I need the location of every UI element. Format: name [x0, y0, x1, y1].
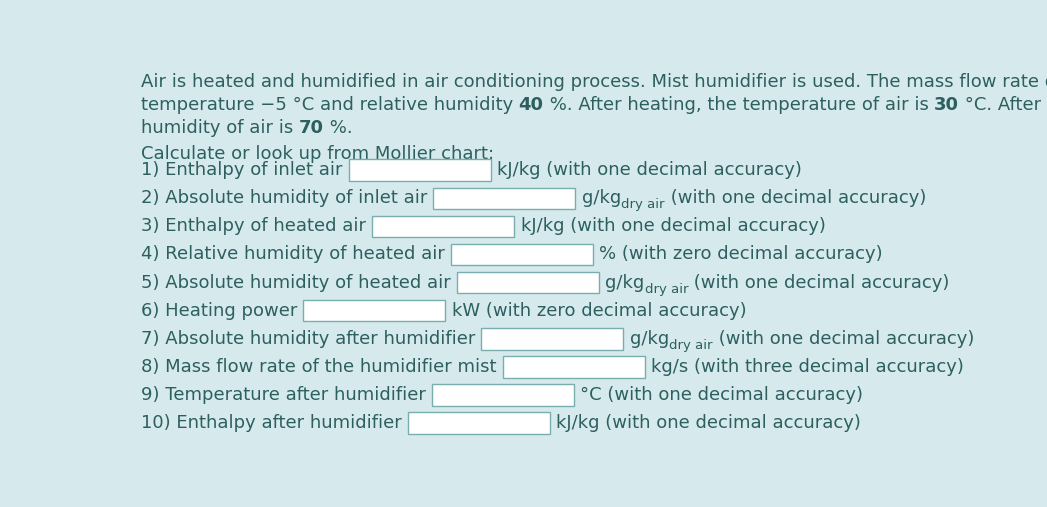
FancyBboxPatch shape [349, 159, 491, 181]
Text: %. After heating, the temperature of air is: %. After heating, the temperature of air… [543, 96, 934, 114]
Text: dry air: dry air [669, 339, 713, 352]
Text: dry air: dry air [645, 283, 688, 296]
FancyBboxPatch shape [503, 356, 645, 378]
Text: 1) Enthalpy of inlet air: 1) Enthalpy of inlet air [140, 161, 342, 179]
Text: 9) Temperature after humidifier: 9) Temperature after humidifier [140, 386, 425, 404]
Text: g/kg: g/kg [582, 189, 621, 207]
Text: temperature −5 °C and relative humidity: temperature −5 °C and relative humidity [140, 96, 518, 114]
Text: 8) Mass flow rate of the humidifier mist: 8) Mass flow rate of the humidifier mist [140, 358, 496, 376]
FancyBboxPatch shape [433, 188, 576, 209]
Text: 10) Enthalpy after humidifier: 10) Enthalpy after humidifier [140, 414, 401, 432]
FancyBboxPatch shape [482, 328, 623, 349]
Text: 2) Absolute humidity of inlet air: 2) Absolute humidity of inlet air [140, 189, 427, 207]
Text: % (with zero decimal accuracy): % (with zero decimal accuracy) [600, 245, 883, 264]
Text: 6) Heating power: 6) Heating power [140, 302, 297, 320]
Text: kW (with zero decimal accuracy): kW (with zero decimal accuracy) [452, 302, 747, 320]
Text: kJ/kg (with one decimal accuracy): kJ/kg (with one decimal accuracy) [520, 218, 825, 235]
Text: 5) Absolute humidity of heated air: 5) Absolute humidity of heated air [140, 274, 450, 292]
FancyBboxPatch shape [372, 215, 514, 237]
Text: 7) Absolute humidity after humidifier: 7) Absolute humidity after humidifier [140, 330, 475, 348]
Text: (with one decimal accuracy): (with one decimal accuracy) [713, 330, 974, 348]
FancyBboxPatch shape [408, 412, 550, 434]
Text: Air is heated and humidified in air conditioning process. Mist humidifier is use: Air is heated and humidified in air cond… [140, 73, 1047, 91]
Text: humidity of air is: humidity of air is [140, 119, 298, 137]
Text: °C. After mist humidifier, the relative: °C. After mist humidifier, the relative [959, 96, 1047, 114]
Text: °C (with one decimal accuracy): °C (with one decimal accuracy) [580, 386, 864, 404]
FancyBboxPatch shape [304, 300, 445, 321]
Text: (with one decimal accuracy): (with one decimal accuracy) [665, 189, 927, 207]
Text: dry air: dry air [621, 198, 665, 211]
Text: (with one decimal accuracy): (with one decimal accuracy) [688, 274, 950, 292]
FancyBboxPatch shape [451, 244, 593, 265]
Text: 30: 30 [934, 96, 959, 114]
FancyBboxPatch shape [456, 272, 599, 294]
Text: 3) Enthalpy of heated air: 3) Enthalpy of heated air [140, 218, 365, 235]
Text: %.: %. [324, 119, 352, 137]
Text: kg/s (with three decimal accuracy): kg/s (with three decimal accuracy) [651, 358, 964, 376]
Text: 40: 40 [518, 96, 543, 114]
Text: g/kg: g/kg [605, 274, 645, 292]
Text: Calculate or look up from Mollier chart:: Calculate or look up from Mollier chart: [140, 145, 494, 163]
Text: kJ/kg (with one decimal accuracy): kJ/kg (with one decimal accuracy) [556, 414, 862, 432]
Text: 70: 70 [298, 119, 324, 137]
Text: kJ/kg (with one decimal accuracy): kJ/kg (with one decimal accuracy) [497, 161, 802, 179]
Text: g/kg: g/kg [630, 330, 669, 348]
FancyBboxPatch shape [432, 384, 574, 406]
Text: 4) Relative humidity of heated air: 4) Relative humidity of heated air [140, 245, 445, 264]
